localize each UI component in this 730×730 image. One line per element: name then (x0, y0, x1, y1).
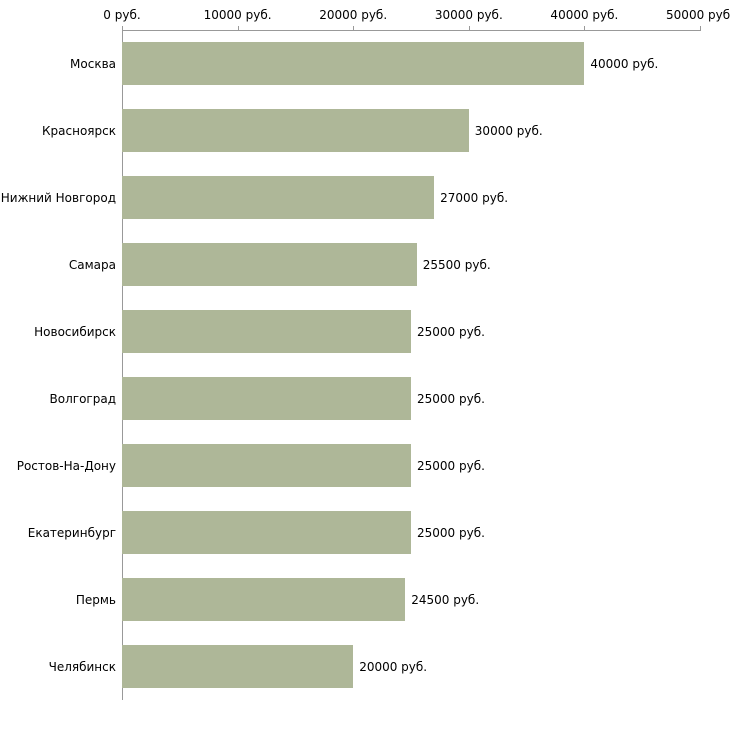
plot-area: Москва 40000 руб. Красноярск 30000 руб. Нижн… (0, 30, 730, 700)
x-tick-mark (584, 26, 586, 30)
value-label: 40000 руб. (590, 56, 659, 71)
bar (122, 511, 411, 554)
x-tick-mark (122, 26, 123, 30)
value-label: 30000 руб. (474, 123, 543, 138)
bar-track: 25000 руб. (122, 499, 700, 566)
x-tick-mark (468, 26, 470, 30)
value-label: 25000 руб. (417, 525, 485, 540)
category-label: Ростов-На-Дону (16, 458, 116, 473)
bar-track: 27000 руб. (122, 164, 700, 231)
category-label: Москва (70, 56, 116, 71)
x-tick-label: 10000 руб. (203, 8, 272, 22)
bar-track: 25500 руб. (122, 231, 700, 298)
x-tick-label: 40000 руб. (550, 8, 619, 22)
category-label: Волгоград (49, 391, 116, 406)
x-tick-label: 20000 руб. (319, 8, 388, 22)
bar-track: 30000 руб. (122, 97, 700, 164)
category-label: Пермь (75, 592, 116, 607)
value-label: 25000 руб. (417, 324, 485, 339)
category-label: Красноярск (42, 123, 116, 138)
category-label: Нижний Новгород (0, 190, 116, 205)
value-label: 24500 руб. (411, 592, 480, 607)
y-axis-line (122, 30, 123, 700)
bar (122, 243, 417, 286)
bar-row: Самара 25500 руб. (0, 231, 730, 298)
category-label: Екатеринбург (27, 525, 116, 540)
bar-row: Нижний Новгород 27000 руб. (0, 164, 730, 231)
value-label: 25500 руб. (422, 257, 491, 272)
bar (122, 310, 411, 353)
bar-row: Ростов-На-Дону 25000 руб. (0, 432, 730, 499)
value-label: 25000 руб. (417, 391, 485, 406)
x-axis: 0 руб. 10000 руб. 20000 руб. 30000 руб. 4000… (103, 0, 730, 30)
value-label: 27000 руб. (440, 190, 509, 205)
bar-row: Пермь 24500 руб. (0, 566, 730, 633)
bar-row: Красноярск 30000 руб. (0, 97, 730, 164)
x-tick-label: 0 руб. (103, 8, 141, 22)
x-axis-line (122, 30, 701, 31)
bar (122, 42, 585, 85)
bar-row: Москва 40000 руб. (0, 30, 730, 97)
bar (122, 176, 435, 219)
bar-row: Челябинск 20000 руб. (0, 633, 730, 700)
x-tick-mark (700, 26, 701, 30)
category-label: Самара (68, 257, 116, 272)
bar-track: 40000 руб. (122, 30, 700, 97)
category-label: Новосибирск (34, 324, 116, 339)
bar-row: Екатеринбург 25000 руб. (0, 499, 730, 566)
category-label: Челябинск (48, 659, 116, 674)
bar (122, 109, 469, 152)
bar-track: 25000 руб. (122, 298, 700, 365)
bar (122, 377, 411, 420)
bar-track: 25000 руб. (122, 365, 700, 432)
bar (122, 578, 406, 621)
bar (122, 645, 354, 688)
x-tick-mark (353, 26, 355, 30)
value-label: 20000 руб. (359, 659, 428, 674)
bar-row: Новосибирск 25000 руб. (0, 298, 730, 365)
bar-track: 25000 руб. (122, 432, 700, 499)
bar-track: 24500 руб. (122, 566, 700, 633)
x-tick-label: 50000 руб. (666, 8, 730, 22)
x-tick-label: 30000 руб. (434, 8, 503, 22)
bar (122, 444, 411, 487)
x-tick-mark (237, 26, 239, 30)
bar-row: Волгоград 25000 руб. (0, 365, 730, 432)
bar-track: 20000 руб. (122, 633, 700, 700)
value-label: 25000 руб. (417, 458, 485, 473)
